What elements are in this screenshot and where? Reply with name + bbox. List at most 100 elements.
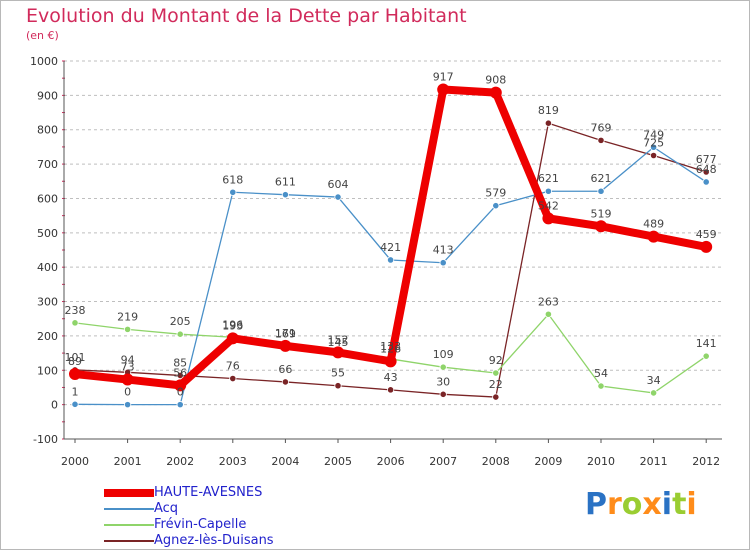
data-label: 819 <box>538 104 559 117</box>
data-label: 413 <box>433 244 454 257</box>
data-point <box>176 330 184 338</box>
data-point <box>702 178 710 186</box>
x-tick-label: 2006 <box>377 455 405 468</box>
data-point <box>542 212 555 225</box>
data-label: 908 <box>485 74 506 87</box>
data-label: 92 <box>489 354 503 367</box>
data-point <box>700 240 713 253</box>
data-label: 169 <box>275 328 296 341</box>
data-label: 85 <box>173 356 187 369</box>
data-point <box>226 332 239 345</box>
data-point <box>649 143 658 151</box>
axes: -100010020030040050060070080090010002000… <box>30 55 722 468</box>
data-label: 73 <box>121 361 135 374</box>
data-label: 54 <box>594 367 608 380</box>
data-point <box>281 378 289 386</box>
data-label: 769 <box>591 121 612 134</box>
data-label: 0 <box>177 386 184 399</box>
data-label: 725 <box>643 137 664 150</box>
data-label: 43 <box>384 371 398 384</box>
data-point <box>281 191 289 199</box>
x-tick-label: 2002 <box>166 455 194 468</box>
x-tick-label: 2009 <box>534 455 562 468</box>
y-tick-label: -100 <box>33 433 58 446</box>
data-point <box>544 187 553 195</box>
data-label: 0 <box>124 386 131 399</box>
y-tick-label: 800 <box>37 124 58 137</box>
data-label: 219 <box>117 310 138 323</box>
data-label: 1 <box>72 385 79 398</box>
data-label: 109 <box>433 348 454 361</box>
y-tick-label: 1000 <box>30 55 58 68</box>
data-point <box>492 202 500 210</box>
y-tick-label: 700 <box>37 158 58 171</box>
data-point <box>492 393 500 401</box>
y-tick-label: 100 <box>37 364 58 377</box>
data-label: 677 <box>696 153 717 166</box>
data-label: 145 <box>328 336 349 349</box>
x-tick-label: 2012 <box>692 455 720 468</box>
data-point <box>702 352 710 360</box>
y-tick-label: 200 <box>37 330 58 343</box>
x-tick-label: 2003 <box>219 455 247 468</box>
data-point <box>649 151 658 160</box>
data-point <box>334 382 342 390</box>
data-label: 56 <box>173 366 187 379</box>
data-label: 141 <box>696 337 717 350</box>
data-label: 133 <box>380 340 401 353</box>
data-point <box>489 86 502 99</box>
data-point <box>439 390 447 398</box>
data-point <box>334 193 342 201</box>
data-label: 94 <box>121 353 135 366</box>
data-point <box>597 136 605 144</box>
data-point <box>492 369 500 377</box>
logo-letter: i <box>686 487 697 522</box>
data-label: 171 <box>275 327 296 340</box>
proxiti-logo: Proxiti <box>585 487 697 522</box>
data-point <box>71 319 79 327</box>
data-point <box>597 382 605 390</box>
x-tick-label: 2005 <box>324 455 352 468</box>
logo-letter: t <box>672 487 687 522</box>
data-point <box>595 220 607 233</box>
legend-swatch-haute-avesnes <box>104 489 154 497</box>
y-tick-label: 0 <box>51 399 58 412</box>
data-point <box>121 373 134 386</box>
data-label: 611 <box>275 176 296 189</box>
data-label: 648 <box>696 163 717 176</box>
data-label: 618 <box>222 173 243 186</box>
data-label: 238 <box>65 304 86 317</box>
chart-subtitle: (en €) <box>26 29 59 42</box>
y-tick-label: 300 <box>37 296 58 309</box>
data-label: 542 <box>538 199 559 212</box>
data-point <box>647 230 660 243</box>
legend-label: Agnez-lès-Duisans <box>154 533 274 548</box>
data-point <box>174 379 187 392</box>
data-point <box>702 168 710 176</box>
data-point <box>229 188 237 196</box>
data-label: 152 <box>328 333 349 346</box>
data-point <box>176 401 184 409</box>
data-point <box>439 363 447 371</box>
data-label: 196 <box>222 318 243 331</box>
data-point <box>437 83 450 96</box>
data-point <box>439 259 447 267</box>
legend-label: Frévin-Capelle <box>154 517 247 532</box>
logo-letter: i <box>661 487 673 522</box>
data-label: 66 <box>278 363 292 376</box>
data-label: 55 <box>331 367 345 380</box>
legend-label: HAUTE-AVESNES <box>154 485 263 500</box>
data-point <box>176 371 184 380</box>
data-label: 604 <box>328 178 349 191</box>
chart-title: Evolution du Montant de la Dette par Hab… <box>26 5 467 27</box>
data-label: 193 <box>222 319 243 332</box>
data-point <box>124 325 132 333</box>
data-label: 126 <box>380 342 401 355</box>
x-tick-label: 2010 <box>587 455 615 468</box>
data-point <box>229 374 237 383</box>
data-label: 519 <box>591 207 612 220</box>
data-label: 30 <box>436 375 450 388</box>
data-point <box>386 386 395 394</box>
x-tick-label: 2007 <box>429 455 457 468</box>
